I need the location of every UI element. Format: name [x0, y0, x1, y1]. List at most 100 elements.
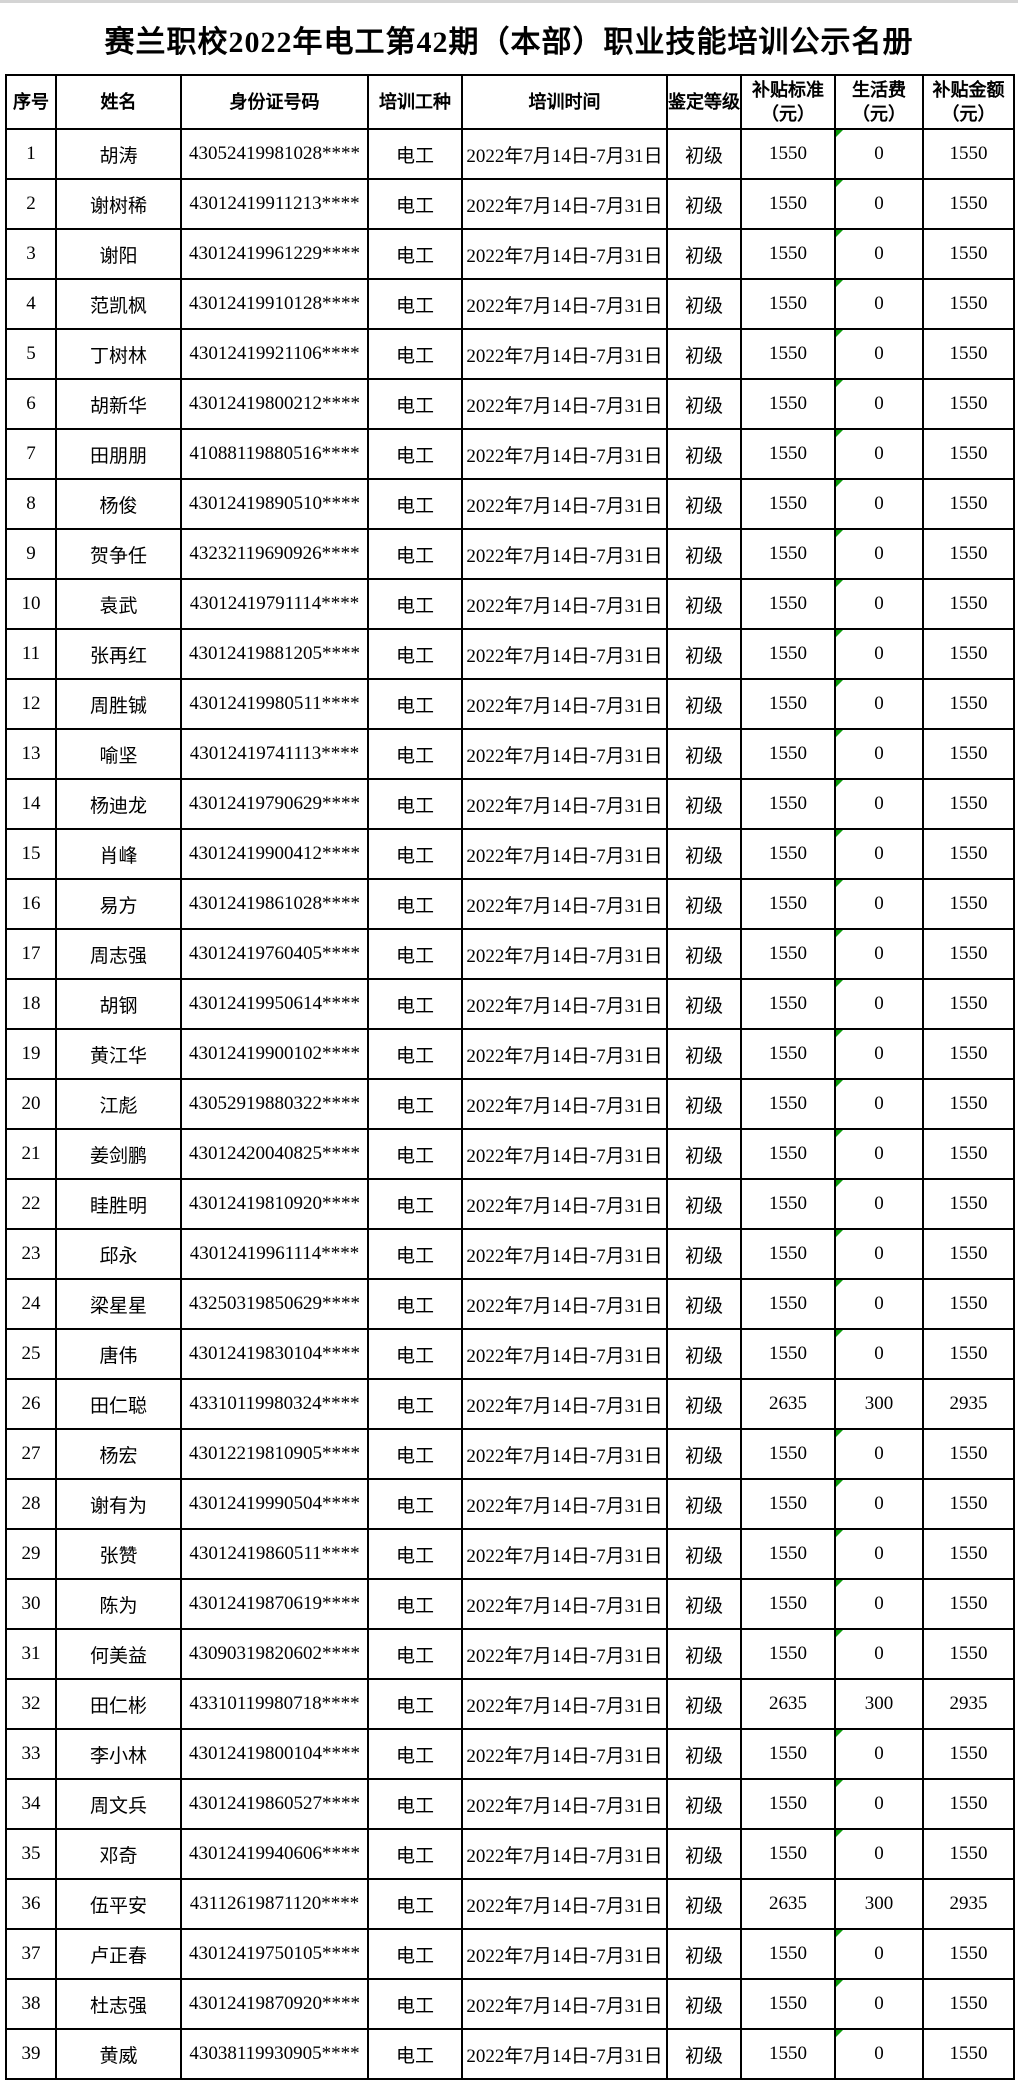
- table-row: 16 易方 43012419861028**** 电工 2022年7月14日-7月31日…: [5, 878, 1015, 930]
- table-row: 9 贺争任 43232119690926**** 电工 2022年7月14日-7月31日…: [5, 528, 1015, 580]
- cell-level: 初级: [666, 1978, 742, 2030]
- cell-standard: 1550: [740, 1528, 836, 1580]
- cell-period: 2022年7月14日-7月31日: [461, 328, 668, 380]
- cell-living: 0: [834, 628, 924, 680]
- cell-level: 初级: [666, 1078, 742, 1130]
- cell-flag-icon: [837, 181, 843, 187]
- cell-name: 杨宏: [55, 1428, 182, 1480]
- cell-level: 初级: [666, 1428, 742, 1480]
- cell-flag-icon: [837, 931, 843, 937]
- cell-id: 43090319820602****: [180, 1628, 369, 1680]
- cell-living: 0: [834, 1478, 924, 1530]
- cell-amount: 1550: [922, 428, 1015, 480]
- cell-period: 2022年7月14日-7月31日: [461, 528, 668, 580]
- cell-living: 0: [834, 1628, 924, 1680]
- cell-level: 初级: [666, 1878, 742, 1930]
- cell-trade: 电工: [367, 778, 463, 830]
- table-row: 23 邱永 43012419961114**** 电工 2022年7月14日-7月31日…: [5, 1228, 1015, 1280]
- cell-flag-icon: [837, 681, 843, 687]
- cell-amount: 1550: [922, 878, 1015, 930]
- cell-amount: 1550: [922, 328, 1015, 380]
- cell-amount: 1550: [922, 628, 1015, 680]
- cell-id: 43012419791114****: [180, 578, 369, 630]
- table-row: 12 周胜铖 43012419980511**** 电工 2022年7月14日-7月31…: [5, 678, 1015, 730]
- cell-id: 43012419800104****: [180, 1728, 369, 1780]
- cell-living: 0: [834, 828, 924, 880]
- header-row: 序号 姓名 身份证号码 培训工种 培训时间 鉴定等级 补贴标准 （元） 生活费 （元） 补贴金额…: [5, 74, 1015, 130]
- cell-living: 0: [834, 1328, 924, 1380]
- cell-id: 43012419861028****: [180, 878, 369, 930]
- table-row: 2 谢树稀 43012419911213**** 电工 2022年7月14日-7月31日…: [5, 178, 1015, 230]
- col-header-living: 生活费 （元）: [834, 74, 924, 130]
- cell-amount: 1550: [922, 1528, 1015, 1580]
- cell-living: 0: [834, 2028, 924, 2080]
- cell-no: 32: [5, 1678, 57, 1730]
- table-row: 3 谢阳 43012419961229**** 电工 2022年7月14日-7月31日初…: [5, 228, 1015, 280]
- cell-flag-icon: [837, 1231, 843, 1237]
- cell-amount: 1550: [922, 378, 1015, 430]
- cell-id: 43012419961114****: [180, 1228, 369, 1280]
- cell-no: 19: [5, 1028, 57, 1080]
- cell-standard: 1550: [740, 728, 836, 780]
- cell-standard: 2635: [740, 1678, 836, 1730]
- cell-id: 43012419881205****: [180, 628, 369, 680]
- cell-living: 0: [834, 278, 924, 330]
- cell-no: 22: [5, 1178, 57, 1230]
- cell-trade: 电工: [367, 1428, 463, 1480]
- cell-no: 36: [5, 1878, 57, 1930]
- cell-name: 梁星星: [55, 1278, 182, 1330]
- cell-flag-icon: [837, 331, 843, 337]
- cell-period: 2022年7月14日-7月31日: [461, 1628, 668, 1680]
- cell-level: 初级: [666, 978, 742, 1030]
- cell-level: 初级: [666, 1528, 742, 1580]
- cell-no: 27: [5, 1428, 57, 1480]
- cell-id: 43012419890510****: [180, 478, 369, 530]
- cell-name: 黄威: [55, 2028, 182, 2080]
- table-row: 8 杨俊 43012419890510**** 电工 2022年7月14日-7月31日初…: [5, 478, 1015, 530]
- cell-amount: 2935: [922, 1378, 1015, 1430]
- cell-flag-icon: [837, 1281, 843, 1287]
- cell-standard: 1550: [740, 978, 836, 1030]
- cell-trade: 电工: [367, 228, 463, 280]
- cell-flag-icon: [837, 1531, 843, 1537]
- cell-standard: 1550: [740, 1978, 836, 2030]
- cell-id: 43250319850629****: [180, 1278, 369, 1330]
- top-edge-divider: [0, 0, 1018, 3]
- cell-living: 0: [834, 1778, 924, 1830]
- cell-period: 2022年7月14日-7月31日: [461, 128, 668, 180]
- cell-name: 杨俊: [55, 478, 182, 530]
- cell-period: 2022年7月14日-7月31日: [461, 228, 668, 280]
- cell-standard: 1550: [740, 278, 836, 330]
- cell-level: 初级: [666, 2028, 742, 2080]
- cell-level: 初级: [666, 1478, 742, 1530]
- cell-no: 35: [5, 1828, 57, 1880]
- cell-period: 2022年7月14日-7月31日: [461, 1578, 668, 1630]
- cell-period: 2022年7月14日-7月31日: [461, 1078, 668, 1130]
- cell-standard: 1550: [740, 1128, 836, 1180]
- cell-id: 43012419950614****: [180, 978, 369, 1030]
- cell-flag-icon: [837, 431, 843, 437]
- cell-id: 43012419870920****: [180, 1978, 369, 2030]
- cell-trade: 电工: [367, 1678, 463, 1730]
- cell-no: 28: [5, 1478, 57, 1530]
- cell-no: 13: [5, 728, 57, 780]
- cell-id: 43012419980511****: [180, 678, 369, 730]
- cell-living: 0: [834, 1278, 924, 1330]
- cell-name: 邱永: [55, 1228, 182, 1280]
- cell-name: 袁武: [55, 578, 182, 630]
- cell-amount: 1550: [922, 1828, 1015, 1880]
- table-row: 6 胡新华 43012419800212**** 电工 2022年7月14日-7月31日…: [5, 378, 1015, 430]
- cell-period: 2022年7月14日-7月31日: [461, 1528, 668, 1580]
- table-row: 17 周志强 43012419760405**** 电工 2022年7月14日-7月31…: [5, 928, 1015, 980]
- cell-name: 田朋朋: [55, 428, 182, 480]
- cell-id: 43012419830104****: [180, 1328, 369, 1380]
- cell-period: 2022年7月14日-7月31日: [461, 728, 668, 780]
- cell-flag-icon: [837, 831, 843, 837]
- cell-period: 2022年7月14日-7月31日: [461, 1778, 668, 1830]
- cell-flag-icon: [837, 1181, 843, 1187]
- cell-standard: 2635: [740, 1378, 836, 1430]
- cell-amount: 1550: [922, 828, 1015, 880]
- cell-no: 38: [5, 1978, 57, 2030]
- cell-name: 丁树林: [55, 328, 182, 380]
- cell-amount: 1550: [922, 478, 1015, 530]
